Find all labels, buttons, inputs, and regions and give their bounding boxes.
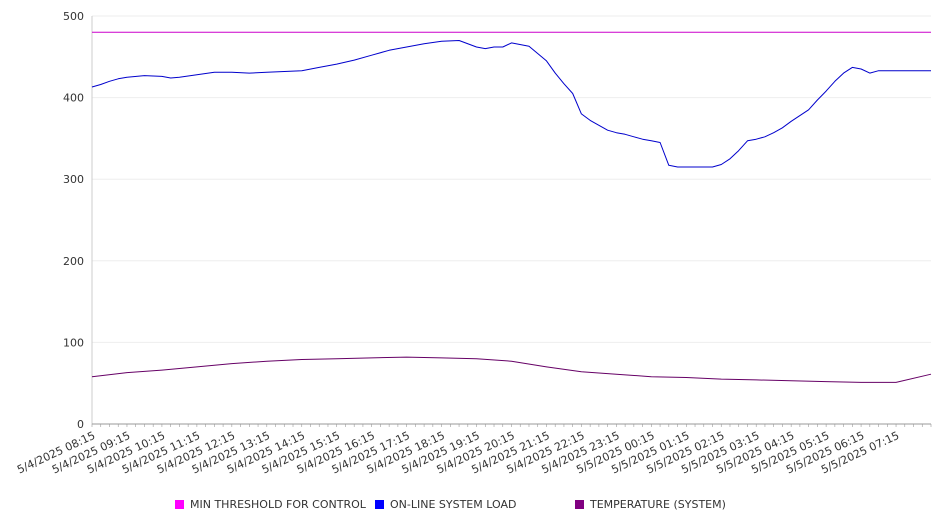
y-tick-label: 100	[63, 336, 84, 349]
legend-item-system-load: ON-LINE SYSTEM LOAD	[375, 498, 516, 511]
y-tick-label: 300	[63, 173, 84, 186]
grid	[92, 15, 931, 343]
legend: MIN THRESHOLD FOR CONTROL ON-LINE SYSTEM…	[0, 498, 946, 514]
legend-item-min-threshold: MIN THRESHOLD FOR CONTROL	[175, 498, 366, 511]
legend-label-temperature: TEMPERATURE (SYSTEM)	[590, 498, 726, 511]
y-tick-label: 0	[77, 418, 84, 431]
legend-label-min-threshold: MIN THRESHOLD FOR CONTROL	[190, 498, 366, 511]
series-line-temperature	[91, 356, 932, 383]
x-axis-ticks: 5/4/2025 08:155/4/2025 09:155/4/2025 10:…	[15, 429, 901, 477]
series-line-system-load	[91, 40, 931, 168]
y-tick-label: 400	[63, 92, 84, 105]
legend-swatch-system-load	[375, 500, 384, 509]
axes	[91, 16, 932, 427]
legend-item-temperature: TEMPERATURE (SYSTEM)	[575, 498, 726, 511]
legend-swatch-temperature	[575, 500, 584, 509]
legend-label-system-load: ON-LINE SYSTEM LOAD	[390, 498, 517, 511]
y-axis-ticks: 0 100 200 300 400 500	[63, 10, 84, 431]
series-group	[91, 31, 932, 383]
y-tick-label: 200	[63, 255, 84, 268]
y-tick-label: 500	[63, 10, 84, 23]
legend-swatch-min-threshold	[175, 500, 184, 509]
